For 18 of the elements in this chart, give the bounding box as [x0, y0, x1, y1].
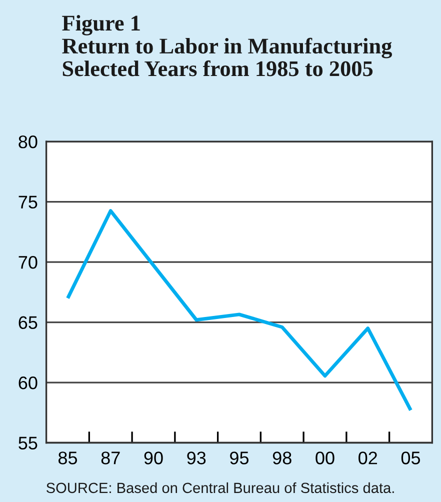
x-tick-label: 87 — [101, 452, 120, 464]
line-series — [66, 209, 412, 412]
x-tick-label: 00 — [316, 452, 334, 464]
x-tick-label: 98 — [272, 452, 292, 464]
source-note: SOURCE: Based on Central Bureau of Statistics data. — [46, 482, 394, 494]
x-tick-label: 95 — [230, 452, 249, 464]
x-tick-label: 93 — [187, 452, 206, 464]
chart-title: Figure 1 Return to Labor in Manufacturing Selected Years from 1985 to 2005 — [62, 15, 392, 76]
y-tick-label: 60 — [18, 376, 38, 390]
y-tick-label: 55 — [18, 436, 38, 450]
x-tick-label: 90 — [144, 452, 163, 464]
y-tick-label: 65 — [18, 316, 38, 330]
x-tick-label: 02 — [358, 452, 378, 464]
y-tick-label: 70 — [18, 256, 38, 269]
x-tick-label: 85 — [58, 452, 78, 464]
y-tick-label: 75 — [18, 196, 38, 209]
x-tick-label: 05 — [401, 452, 420, 464]
y-tick-label: 80 — [18, 136, 38, 148]
